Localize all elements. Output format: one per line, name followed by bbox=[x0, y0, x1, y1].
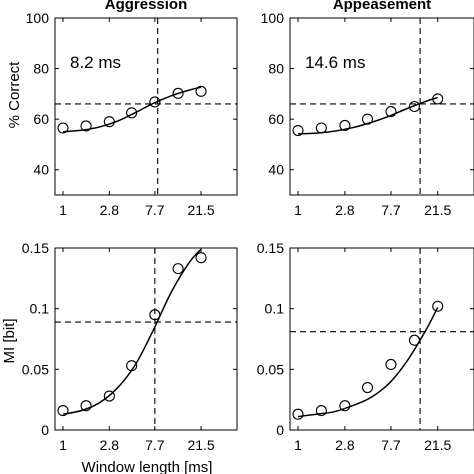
y-tick-label: 80 bbox=[33, 61, 49, 77]
x-tick-label: 1 bbox=[59, 437, 67, 453]
panel-content bbox=[55, 18, 237, 195]
data-point bbox=[385, 358, 397, 371]
x-tick-label: 7.7 bbox=[381, 437, 401, 453]
axes-frame bbox=[54, 17, 238, 196]
data-point bbox=[432, 93, 444, 105]
panel-title: Aggression bbox=[105, 0, 188, 13]
data-point bbox=[103, 390, 115, 402]
data-point bbox=[172, 87, 184, 99]
x-tick-label: 2.8 bbox=[100, 437, 120, 453]
fit-curve bbox=[297, 307, 439, 418]
data-point bbox=[195, 252, 207, 264]
data-point bbox=[432, 300, 444, 312]
threshold-annotation: 14.6 ms bbox=[305, 53, 365, 72]
y-tick-label: 0.05 bbox=[257, 361, 284, 377]
fit-curve bbox=[62, 86, 202, 133]
y-tick-label: 0.15 bbox=[22, 240, 49, 256]
panel-1: 40 60 80 100 1 2.8 7.7 21.5 Aggression 8.2 ms bbox=[26, 0, 238, 218]
panel-2: 40 60 80 100 1 2.8 7.7 21.5 Appeasement 14.6 ms bbox=[261, 0, 474, 218]
data-point bbox=[149, 96, 161, 108]
data-point bbox=[339, 400, 351, 412]
threshold-annotation: 8.2 ms bbox=[70, 53, 121, 72]
panel-4: 0 0.05 0.1 0.15 1 2.8 7.7 21.5 bbox=[257, 240, 474, 453]
data-point bbox=[103, 116, 115, 128]
y-axis-label-bottom: MI [bit] bbox=[1, 318, 18, 363]
data-point bbox=[385, 106, 397, 118]
data-point bbox=[408, 100, 421, 113]
axes-frame bbox=[289, 17, 474, 196]
x-tick-label: 2.8 bbox=[335, 202, 355, 218]
y-tick-label: 100 bbox=[26, 10, 50, 26]
x-tick-label: 21.5 bbox=[187, 202, 214, 218]
x-tick-label: 2.8 bbox=[335, 437, 355, 453]
y-tick-label: 40 bbox=[33, 162, 49, 178]
x-tick-label: 7.7 bbox=[381, 202, 401, 218]
panel-content bbox=[290, 248, 474, 430]
x-tick-label: 21.5 bbox=[187, 437, 214, 453]
x-tick-label: 1 bbox=[59, 202, 67, 218]
y-axis-label-top: % Correct bbox=[6, 61, 23, 129]
y-tick-label: 60 bbox=[268, 111, 284, 127]
data-point bbox=[361, 381, 374, 394]
data-point bbox=[57, 122, 69, 134]
data-point bbox=[80, 120, 92, 132]
y-tick-label: 0.1 bbox=[265, 301, 285, 317]
panel-title: Appeasement bbox=[333, 0, 431, 13]
x-tick-label: 2.8 bbox=[100, 202, 120, 218]
axes-frame bbox=[289, 247, 474, 431]
data-point bbox=[408, 334, 421, 346]
data-point bbox=[315, 405, 327, 417]
data-point bbox=[149, 309, 161, 321]
x-tick-label: 21.5 bbox=[424, 202, 451, 218]
y-tick-label: 40 bbox=[268, 162, 284, 178]
axes-frame bbox=[54, 247, 238, 431]
data-point bbox=[57, 405, 69, 417]
x-tick-label: 1 bbox=[294, 202, 302, 218]
data-point bbox=[339, 119, 351, 132]
y-tick-label: 100 bbox=[261, 10, 285, 26]
y-tick-label: 0 bbox=[41, 422, 49, 438]
data-point bbox=[292, 124, 304, 137]
x-tick-label: 7.7 bbox=[145, 202, 165, 218]
fit-curve bbox=[62, 248, 202, 415]
y-tick-label: 0 bbox=[276, 422, 284, 438]
y-tick-label: 60 bbox=[33, 111, 49, 127]
x-tick-label: 21.5 bbox=[424, 437, 451, 453]
x-axis-label: Window length [ms] bbox=[82, 459, 213, 474]
y-tick-label: 0.1 bbox=[30, 301, 50, 317]
data-point bbox=[126, 107, 138, 119]
fit-curve bbox=[297, 96, 438, 135]
data-point bbox=[315, 122, 327, 134]
panel-content bbox=[290, 18, 474, 195]
data-point bbox=[195, 85, 207, 97]
x-tick-label: 7.7 bbox=[145, 437, 165, 453]
y-tick-label: 0.15 bbox=[257, 240, 284, 256]
panel-3: 0 0.05 0.1 0.15 1 2.8 7.7 21.5 bbox=[22, 240, 238, 453]
panel-content bbox=[55, 248, 237, 430]
data-point bbox=[292, 408, 304, 420]
y-tick-label: 80 bbox=[268, 61, 284, 77]
data-point bbox=[126, 360, 138, 372]
data-point bbox=[172, 263, 184, 275]
data-point bbox=[361, 113, 374, 125]
data-point bbox=[80, 400, 92, 412]
y-tick-label: 0.05 bbox=[22, 361, 49, 377]
x-tick-label: 1 bbox=[294, 437, 302, 453]
